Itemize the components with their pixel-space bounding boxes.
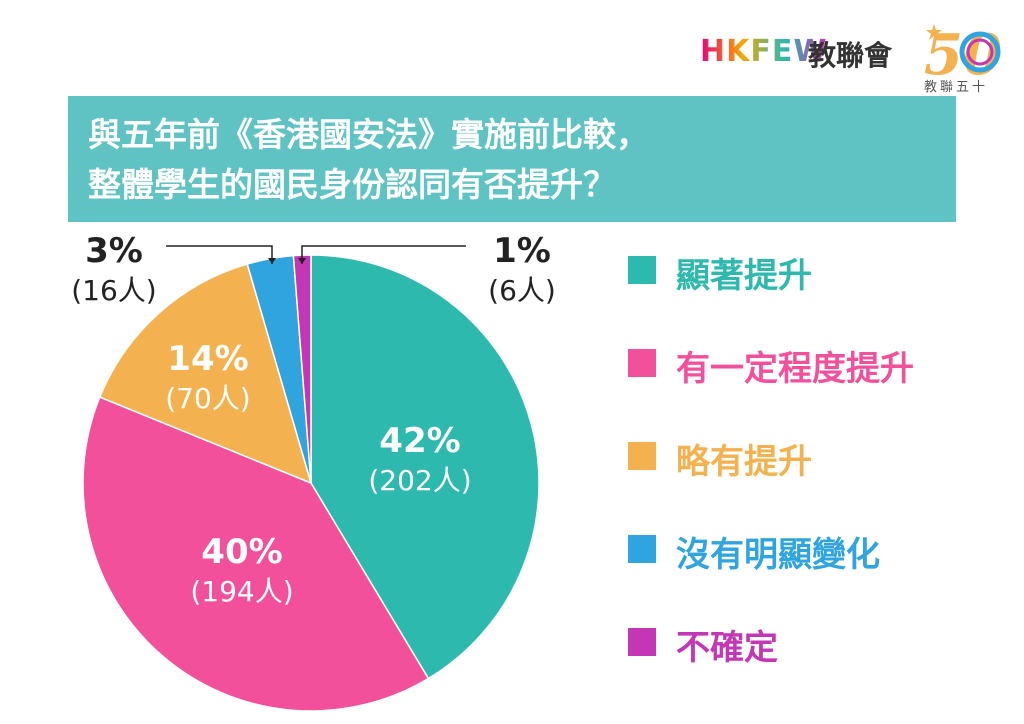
slice-percent-label-3: 14% (167, 339, 248, 379)
legend-swatch (628, 349, 656, 377)
slice-percent-label-4: 3% (85, 231, 143, 271)
anniversary-text: 教聯五十 (924, 80, 989, 95)
chart-title-line2: 整體學生的國民身份認同有否提升？ (88, 165, 616, 204)
slice-percent-label-1: 42% (379, 421, 460, 461)
legend-label: 顯著提升 (676, 256, 812, 296)
leader-arrow-5 (298, 258, 306, 264)
org-name: 教聯會 (808, 39, 893, 72)
legend-swatch (628, 535, 656, 563)
star-icon (926, 24, 942, 40)
legend-swatch (628, 628, 656, 656)
branding: HKFEW 教聯會 50 教聯五十 (700, 18, 1002, 98)
leader-arrow-4 (268, 258, 276, 264)
legend-label: 不確定 (676, 628, 778, 668)
pie-labels: 42%(202人) 40%(194人) 14%(70人) 3%(16人) 1%(6人) (71, 231, 556, 608)
logo-text: HKFEW (700, 34, 828, 69)
pie-slice-3 (98, 263, 313, 485)
legend-swatch (628, 256, 656, 284)
legend-label: 略有提升 (676, 442, 812, 482)
slice-percent-label-5: 1% (493, 231, 551, 271)
slice-count-label-4: (16人) (71, 274, 156, 307)
slice-percent-label-2: 40% (201, 532, 282, 572)
chart-title-line1: 與五年前《香港國安法》實施前比較， (88, 115, 649, 154)
anniversary-logo: 50 (924, 22, 1002, 88)
legend-label: 沒有明顯變化 (676, 535, 880, 575)
slice-count-label-3: (70人) (165, 382, 250, 415)
legend-swatch (628, 442, 656, 470)
pie-slice-2 (82, 396, 430, 712)
slice-count-label-5: (6人) (488, 274, 556, 307)
pie-slices (82, 254, 540, 712)
legend-label: 有一定程度提升 (676, 349, 914, 389)
slice-count-label-1: (202人) (368, 464, 471, 497)
slice-count-label-2: (194人) (190, 575, 293, 608)
pie-slice-1 (310, 254, 540, 680)
hkfew-logo: HKFEW (700, 34, 827, 69)
title-banner (68, 96, 956, 222)
